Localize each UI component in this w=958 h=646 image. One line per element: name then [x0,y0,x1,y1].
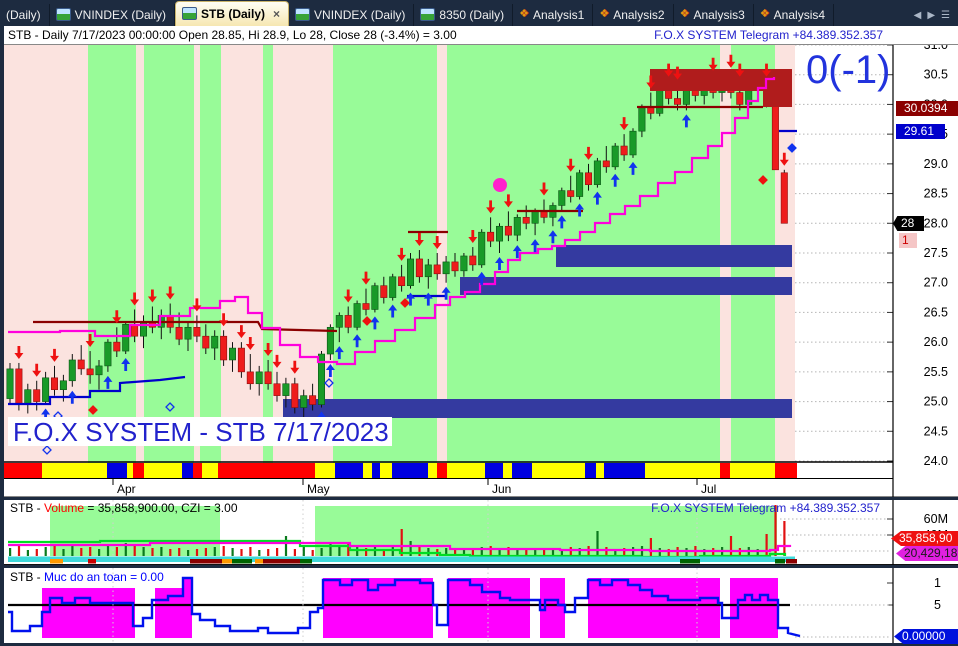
tab-vnindex-daily-[interactable]: VNINDEX (Daily) [289,4,415,26]
ohlc-status-text: STB - Daily 7/17/2023 00:00:00 Open 28.8… [8,28,457,42]
tab-label: Analysis3 [693,7,745,22]
tab-nav-buttons: ◀ ▶ ☰ [914,10,958,26]
last-price-tag: 28 [893,216,924,231]
svg-text:Jul: Jul [701,482,716,496]
svg-text:24.0: 24.0 [924,454,948,468]
svg-text:25.0: 25.0 [924,395,948,409]
pane-separator-volume[interactable] [0,497,958,500]
tab-label: 8350 (Daily) [439,7,505,22]
chart-tab-icon [55,8,71,21]
svg-text:24.5: 24.5 [924,424,948,438]
chart-title-bar: STB - Daily 7/17/2023 00:00:00 Open 28.8… [4,26,958,45]
svg-text:Jun: Jun [492,482,511,496]
svg-text:26.5: 26.5 [924,305,948,319]
tab-stb-daily-[interactable]: STB (Daily) × [175,1,290,26]
tab-label: Analysis1 [532,7,585,22]
count-annotation: 0(-1) [806,48,891,92]
safety-title-text: Muc do an toan = 0.00 [44,570,164,584]
svg-text:5: 5 [934,598,941,612]
tab-8350-daily-[interactable]: 8350 (Daily) [414,4,514,26]
tab-label: VNINDEX (Daily) [74,7,167,22]
brand-telegram-text: F.O.X SYSTEM Telegram +84.389.352.357 [654,28,883,42]
chart-tab-icon [420,8,436,21]
window-bottom-edge [0,643,958,646]
tab-analysis2[interactable]: ❖ Analysis2 [593,4,674,26]
safety-pane-title: STB - Muc do an toan = 0.00 [10,570,164,584]
svg-text:25.5: 25.5 [924,365,948,379]
tab-menu-icon[interactable]: ☰ [941,10,950,21]
tab-analysis4[interactable]: ❖ Analysis4 [754,4,835,26]
svg-text:1: 1 [934,576,941,590]
analysis-tab-icon: ❖ [759,8,770,20]
volume-ma-tag: 20,429,18 [896,546,958,561]
svg-text:26.0: 26.0 [924,335,948,349]
tab-bar: (Daily) VNINDEX (Daily) STB (Daily) × VNINDE… [0,0,958,26]
volume-title-symbol: STB - [10,501,45,515]
trailing-stop-price-tag: 30.0394 [896,101,958,116]
svg-text:29.0: 29.0 [924,157,948,171]
volume-title-series: Volume [44,501,85,515]
analysis-tab-icon: ❖ [679,8,690,20]
safety-zero-tag: 0.00000 [894,629,958,644]
chart-tab-icon [182,7,198,20]
svg-text:27.0: 27.0 [924,276,948,290]
pane-separator-safety[interactable] [0,565,958,568]
svg-text:27.5: 27.5 [924,246,948,260]
tab-vnindex-daily-[interactable]: VNINDEX (Daily) [50,4,176,26]
tab-label: STB (Daily) [201,6,266,21]
tab-label: (Daily) [6,7,41,22]
tab-close-icon[interactable]: × [273,6,281,21]
svg-text:60M: 60M [924,512,948,526]
volume-pane-title: STB - Volume = 35,858,900.00, CZI = 3.00 [10,501,238,515]
tab-analysis1[interactable]: ❖ Analysis1 [513,4,594,26]
analysis-tab-icon: ❖ [519,8,529,20]
tab-label: VNINDEX (Daily) [314,7,406,22]
tab-analysis3[interactable]: ❖ Analysis3 [674,4,754,26]
analysis-tab-icon: ❖ [599,8,610,20]
level-price-tag: 29.61 [896,124,945,139]
watermark-text: F.O.X SYSTEM - STB 7/17/2023 [13,417,389,447]
chart-tab-icon [295,8,311,21]
tab--daily-[interactable]: (Daily) [0,4,50,26]
tab-scroll-right-icon[interactable]: ▶ [927,10,936,21]
watermark-box: F.O.X SYSTEM - STB 7/17/2023 [8,417,392,447]
tab-scroll-left-icon[interactable]: ◀ [913,10,922,21]
svg-text:28.5: 28.5 [924,187,948,201]
tab-label: Analysis4 [773,7,826,22]
volume-value-tag: 35,858,90 [891,531,958,546]
safety-title-symbol: STB - [10,570,45,584]
sub-count-tag: 1 [899,233,917,248]
svg-text:Apr: Apr [117,482,136,496]
volume-brand-text: F.O.X SYSTEM Telegram +84.389.352.357 [651,501,880,515]
svg-text:30.5: 30.5 [924,68,948,82]
svg-text:28.0: 28.0 [924,216,948,230]
window-left-edge [0,0,4,646]
volume-title-value: = 35,858,900.00, CZI = 3.00 [84,501,238,515]
tab-label: Analysis2 [613,7,665,22]
svg-text:May: May [307,482,330,496]
